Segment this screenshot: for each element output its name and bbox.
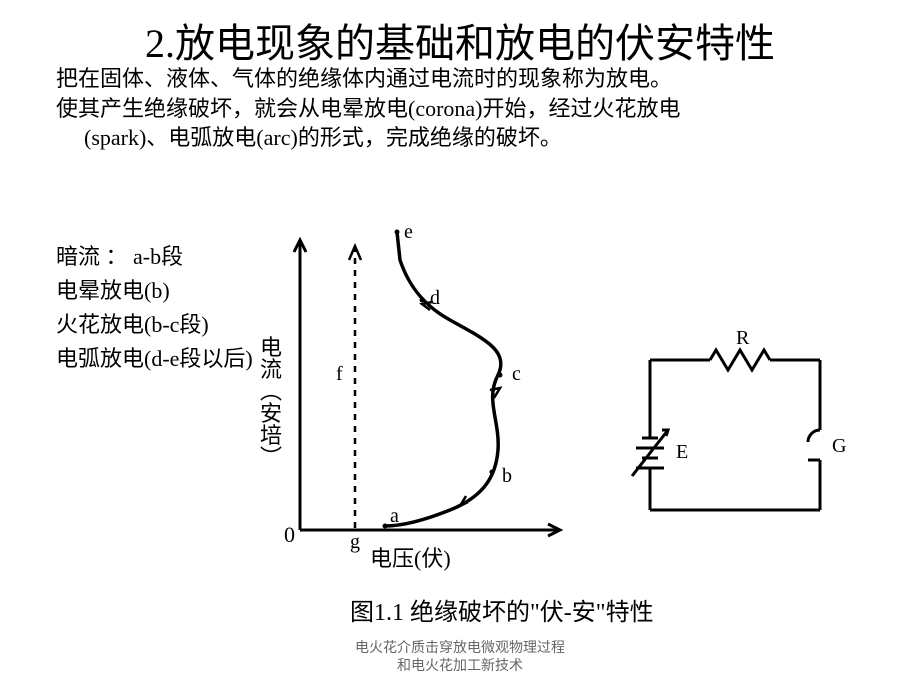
circuit-G-label: G bbox=[832, 435, 846, 457]
origin-label: 0 bbox=[284, 522, 295, 547]
footer-line-2: 和电火花加工新技术 bbox=[0, 658, 920, 676]
paragraph-2b: (spark)、电弧放电(arc)的形式，完成绝缘的破坏。 bbox=[56, 123, 864, 153]
figure-volt-ampere: 0 电 流 ︵ 安 培 ︶ 电压(伏) a b c d bbox=[250, 220, 870, 640]
y-axis-label: 电 流 ︵ 安 培 ︶ bbox=[260, 335, 288, 470]
list-item: 暗流 ： a-b段 bbox=[56, 240, 253, 274]
discharge-stage-list: 暗流 ： a-b段 电晕放电(b) 火花放电(b-c段) 电弧放电(d-e段以后… bbox=[56, 240, 253, 376]
slide-footer: 电火花介质击穿放电微观物理过程 和电火花加工新技术 bbox=[0, 640, 920, 676]
point-f: f bbox=[336, 363, 343, 385]
point-g: g bbox=[350, 531, 360, 553]
point-d: d bbox=[430, 287, 440, 309]
list-item: 电晕放电(b) bbox=[56, 274, 253, 308]
list-item: 电弧放电(d-e段以后) bbox=[56, 342, 253, 376]
list-item: 火花放电(b-c段) bbox=[56, 308, 253, 342]
point-a: a bbox=[390, 505, 399, 527]
point-c: c bbox=[512, 363, 521, 385]
circuit-diagram bbox=[632, 350, 820, 510]
body-text: 把在固体、液体、气体的绝缘体内通过电流时的现象称为放电。 使其产生绝缘破坏，就会… bbox=[0, 64, 920, 153]
page-title: 2.放电现象的基础和放电的伏安特性 bbox=[0, 0, 920, 70]
x-axis-label: 电压(伏) bbox=[370, 546, 451, 571]
figure-caption: 图1.1 绝缘破坏的"伏-安"特性 bbox=[350, 599, 654, 626]
circuit-R-label: R bbox=[736, 327, 750, 349]
point-e: e bbox=[404, 221, 413, 243]
paragraph-2a: 使其产生绝缘破坏，就会从电晕放电(corona)开始，经过火花放电 bbox=[56, 94, 864, 124]
circuit-E-label: E bbox=[676, 441, 688, 463]
footer-line-1: 电火花介质击穿放电微观物理过程 bbox=[0, 640, 920, 658]
point-b: b bbox=[502, 465, 512, 487]
